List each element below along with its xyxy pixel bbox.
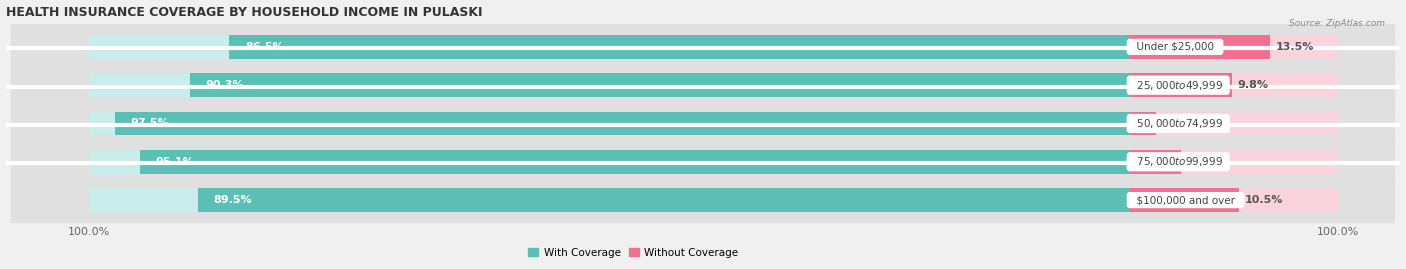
Bar (1130, 112, 1339, 135)
Text: 9.8%: 9.8% (1237, 80, 1268, 90)
Bar (1130, 188, 1239, 212)
Bar (1130, 35, 1271, 59)
FancyBboxPatch shape (11, 127, 1395, 197)
Bar (1130, 150, 1181, 174)
Bar (1130, 112, 1156, 135)
Bar (1130, 188, 1339, 212)
Bar (1130, 150, 1339, 174)
Bar (1130, 73, 1232, 97)
Text: HEALTH INSURANCE COVERAGE BY HOUSEHOLD INCOME IN PULASKI: HEALTH INSURANCE COVERAGE BY HOUSEHOLD I… (6, 6, 482, 19)
Text: $100,000 and over: $100,000 and over (1130, 195, 1241, 205)
Bar (89, 150, 1130, 174)
Text: Under $25,000: Under $25,000 (1130, 42, 1220, 52)
Text: 10.5%: 10.5% (1244, 195, 1282, 205)
Text: 89.5%: 89.5% (214, 195, 252, 205)
Bar (89, 35, 1130, 59)
Text: 13.5%: 13.5% (1275, 42, 1313, 52)
Text: $75,000 to $99,999: $75,000 to $99,999 (1130, 155, 1226, 168)
FancyBboxPatch shape (11, 50, 1395, 120)
Bar (1130, 35, 1339, 59)
FancyBboxPatch shape (11, 165, 1395, 235)
Bar (190, 73, 1130, 97)
Bar (198, 188, 1130, 212)
Text: 86.5%: 86.5% (245, 42, 284, 52)
Text: $50,000 to $74,999: $50,000 to $74,999 (1130, 117, 1226, 130)
Text: 95.1%: 95.1% (156, 157, 194, 167)
Bar (89, 188, 1130, 212)
Text: 4.9%: 4.9% (1187, 157, 1218, 167)
Text: Source: ZipAtlas.com: Source: ZipAtlas.com (1289, 19, 1385, 28)
Text: 97.5%: 97.5% (131, 118, 169, 129)
Bar (115, 112, 1130, 135)
Legend: With Coverage, Without Coverage: With Coverage, Without Coverage (523, 243, 742, 262)
Bar (229, 35, 1130, 59)
FancyBboxPatch shape (11, 12, 1395, 82)
Text: $25,000 to $49,999: $25,000 to $49,999 (1130, 79, 1226, 92)
Bar (89, 112, 1130, 135)
Text: 2.5%: 2.5% (1161, 118, 1192, 129)
Bar (89, 73, 1130, 97)
Bar (139, 150, 1130, 174)
FancyBboxPatch shape (11, 89, 1395, 158)
Bar (1130, 73, 1339, 97)
Text: 90.3%: 90.3% (205, 80, 243, 90)
